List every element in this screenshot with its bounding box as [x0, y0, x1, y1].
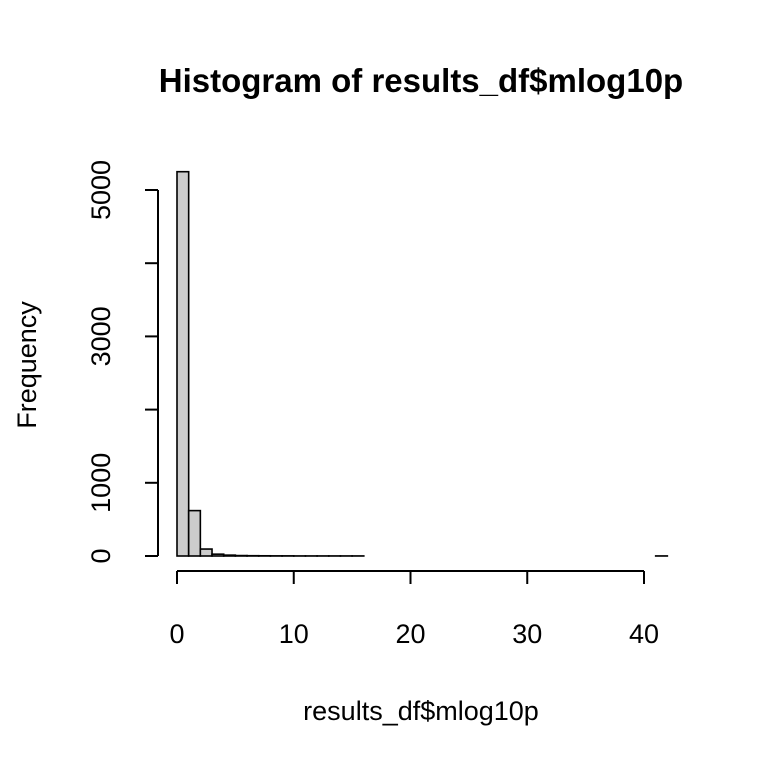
x-tick-label: 0: [169, 619, 184, 649]
x-tick-label: 40: [629, 619, 659, 649]
histogram-bar: [222, 554, 237, 557]
histogram-bar: [176, 170, 190, 557]
y-tick-label: 0: [86, 548, 116, 563]
histogram-bar: [199, 548, 213, 557]
y-tick-label: 5000: [86, 160, 116, 220]
x-axis: 0 10 20 30 40: [169, 570, 659, 649]
x-tick-label: 20: [395, 619, 425, 649]
histogram-bar: [211, 553, 225, 557]
chart-title: Histogram of results_df$mlog10p: [159, 62, 683, 99]
y-tick-label: 3000: [86, 306, 116, 366]
x-tick-label: 10: [279, 619, 309, 649]
y-axis-label: Frequency: [12, 301, 42, 429]
x-axis-label: results_df$mlog10p: [303, 696, 539, 726]
histogram-bar: [187, 509, 202, 557]
y-axis: 0 1000 3000 5000: [86, 160, 159, 564]
x-tick-label: 30: [512, 619, 542, 649]
y-tick-label: 1000: [86, 453, 116, 513]
bars-group: [176, 170, 669, 557]
plot-area: 0 10 20 30 40 0 1000 3000 5000: [86, 160, 669, 649]
